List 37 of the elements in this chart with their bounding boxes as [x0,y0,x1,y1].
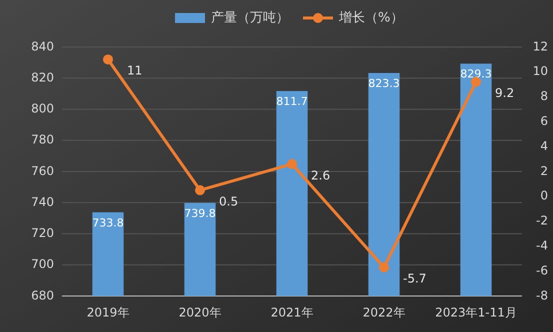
data-label: 811.7 [276,95,308,108]
y-tick-label: 840 [31,39,54,54]
y-tick-label: 740 [31,194,54,209]
data-label: 739.8 [184,206,216,220]
y-tick-label: 700 [31,257,54,272]
x-tick-label: 2019年 [86,305,130,320]
y2-tick-label: -8 [536,288,548,302]
x-tick-label: 2021年 [270,305,314,320]
y2-tick-label: 8 [540,89,548,104]
y2-tick-label: -6 [536,263,548,278]
x-tick-label: 2023年1-11月 [435,305,517,320]
x-tick-label: 2020年 [178,305,222,320]
y2-tick-label: 0 [540,188,548,203]
y2-tick-label: -2 [536,214,548,228]
data-label: 0.5 [219,194,238,208]
y-tick-label: 680 [31,288,54,302]
data-label: 823.3 [368,76,400,90]
legend-label: 增长（%） [338,10,404,26]
y-tick-label: 720 [31,226,54,240]
y2-tick-label: 6 [540,114,548,128]
y2-tick-label: 4 [540,138,548,153]
data-label: 9.2 [495,86,514,100]
y-tick-label: 820 [31,70,54,84]
data-label: -5.7 [403,272,426,286]
y-tick-label: 780 [31,132,54,147]
y2-tick-label: -4 [536,238,548,252]
data-label: 2.6 [311,168,330,182]
x-tick-label: 2022年 [362,305,406,320]
y2-tick-label: 12 [532,39,548,54]
y2-tick-label: 10 [532,64,548,78]
data-label: 733.8 [92,216,124,230]
y-tick-label: 760 [31,164,54,178]
y2-tick-label: 2 [540,164,548,178]
data-label: 829.3 [460,68,492,81]
y-tick-label: 800 [31,102,54,116]
data-label: 11 [127,64,142,78]
legend-label: 产量（万吨） [211,10,289,26]
